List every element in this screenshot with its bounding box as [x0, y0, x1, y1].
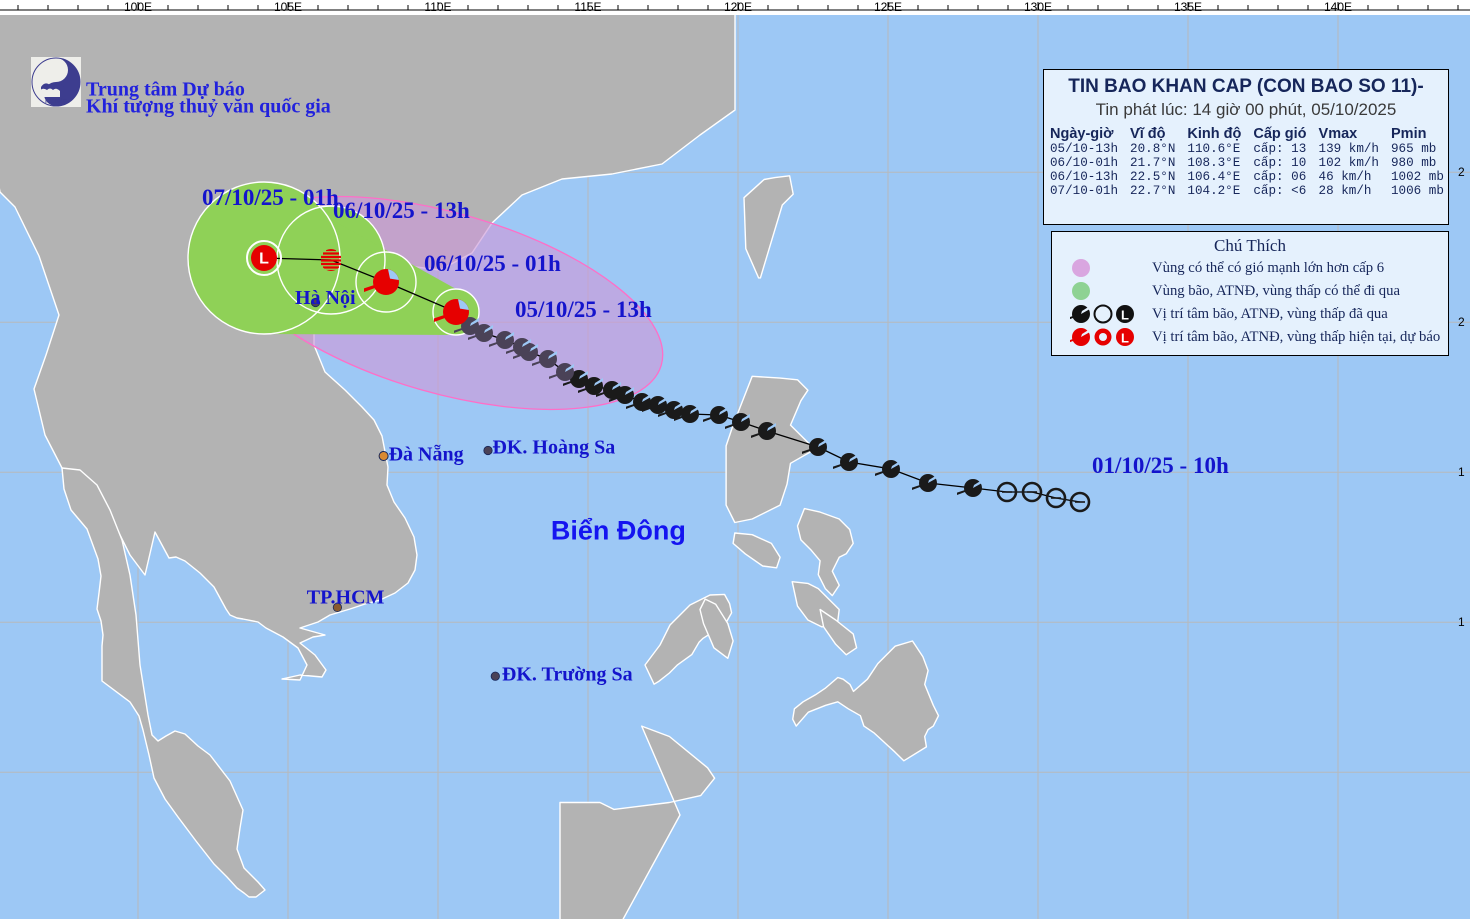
svg-text:ĐK. Hoàng Sa: ĐK. Hoàng Sa: [492, 437, 615, 459]
svg-text:ĐK. Trường Sa: ĐK. Trường Sa: [502, 663, 633, 685]
svg-text:Đà Nẵng: Đà Nẵng: [389, 443, 464, 465]
svg-text:L: L: [259, 251, 269, 268]
svg-text:TP.HCM: TP.HCM: [307, 586, 385, 608]
svg-text:06/10/25 - 13h: 06/10/25 - 13h: [333, 198, 470, 223]
svg-text:L: L: [1121, 331, 1129, 346]
svg-text:Khí tượng thuỷ văn quốc gia: Khí tượng thuỷ văn quốc gia: [86, 96, 331, 118]
svg-text:06/10/25 - 01h: 06/10/25 - 01h: [424, 251, 561, 276]
svg-text:01/10/25 - 10h: 01/10/25 - 10h: [1092, 453, 1229, 478]
svg-text:07/10/25 - 01h: 07/10/25 - 01h: [202, 185, 339, 210]
svg-text:L: L: [1121, 308, 1129, 323]
svg-text:Hà Nội: Hà Nội: [295, 287, 356, 309]
svg-text:05/10/25 - 13h: 05/10/25 - 13h: [515, 297, 652, 322]
svg-text:Biển Đông: Biển Đông: [551, 515, 686, 545]
svg-text:NCHMF: NCHMF: [45, 99, 67, 105]
